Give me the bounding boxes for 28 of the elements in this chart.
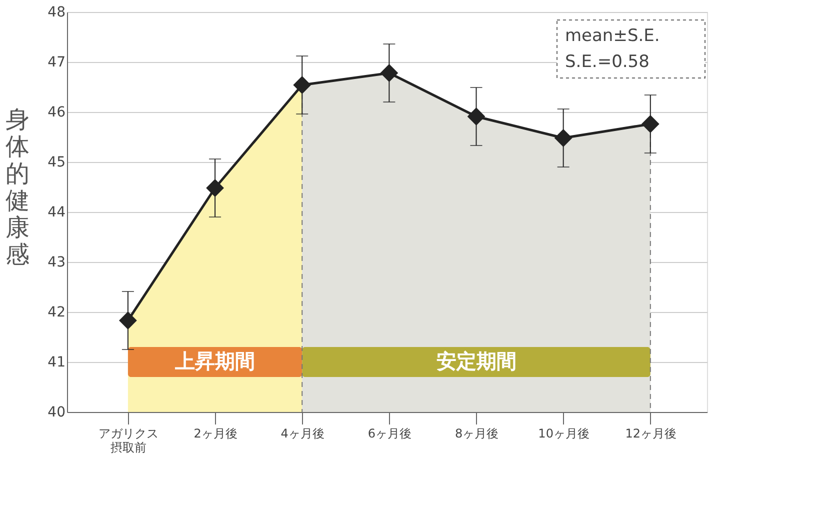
- band-label: 安定期間: [436, 349, 516, 373]
- x-tick-label: 12ヶ月後: [625, 426, 677, 440]
- y-tick-label: 47: [48, 54, 66, 70]
- x-tick-label: 4ヶ月後: [280, 426, 324, 440]
- point: [467, 108, 486, 126]
- point: [293, 76, 312, 94]
- y-tick-label: 44: [48, 204, 66, 220]
- point: [119, 312, 137, 330]
- y-tick-label: 45: [48, 154, 66, 170]
- y-tick-label: 43: [48, 254, 66, 270]
- y-tick-label: 41: [48, 354, 66, 370]
- y-tick-label: 48: [48, 4, 66, 20]
- band-label: 上昇期間: [174, 349, 256, 373]
- x-tick-label: 10ヶ月後: [538, 426, 590, 440]
- annotation: mean±S.E.: [565, 26, 660, 46]
- point: [206, 179, 224, 197]
- annotation: S.E.=0.58: [565, 52, 650, 72]
- x-tick-label: 2ヶ月後: [194, 426, 238, 440]
- point: [641, 115, 660, 133]
- y-tick-label: 40: [48, 404, 66, 420]
- x-tick-label: アガリクス摂取前: [98, 426, 158, 454]
- y-tick-label: 42: [48, 304, 66, 320]
- x-tick-label: 8ヶ月後: [454, 426, 499, 440]
- x-tick-label: 6ヶ月後: [368, 426, 412, 440]
- y-axis-title: 身体的健康感: [6, 106, 30, 268]
- y-tick-label: 46: [48, 104, 66, 120]
- point: [380, 64, 398, 82]
- point: [554, 129, 572, 147]
